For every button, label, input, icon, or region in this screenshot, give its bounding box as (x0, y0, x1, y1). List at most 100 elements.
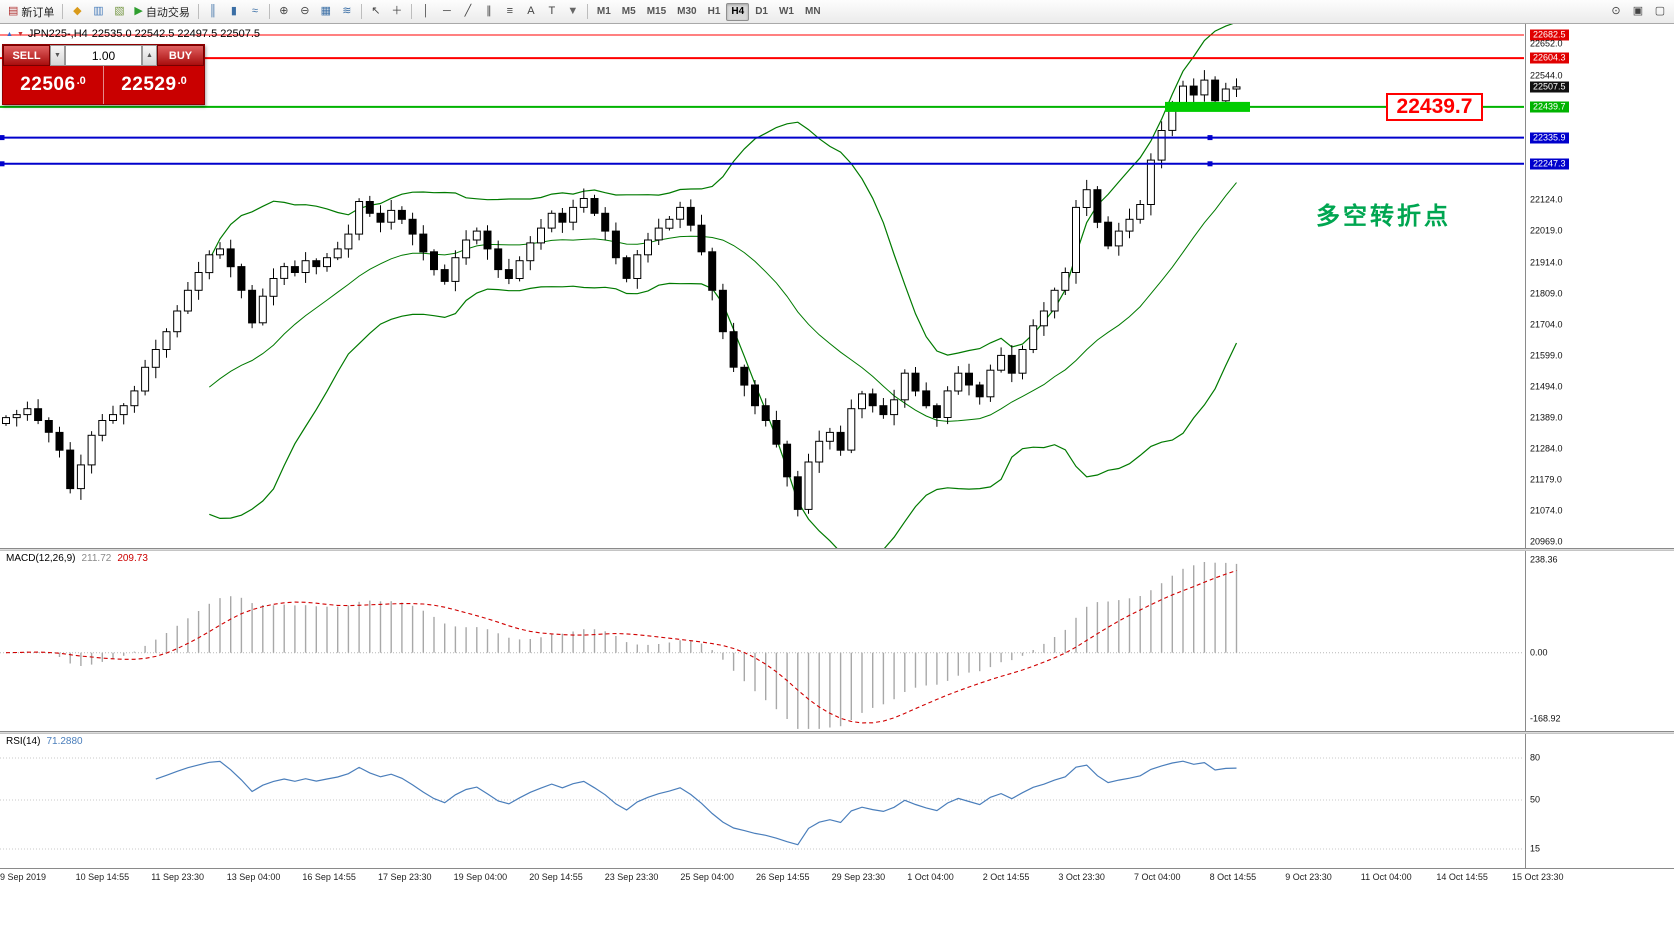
time-axis-label: 2 Oct 14:55 (982, 872, 1030, 882)
candle (676, 206, 685, 220)
time-axis-label: 29 Sep 23:30 (831, 872, 886, 882)
timeframe-h4-button[interactable]: H4 (726, 2, 750, 21)
price-axis-label: 20969.0 (1530, 536, 1563, 547)
line-handle[interactable] (1207, 135, 1213, 141)
line-handle[interactable] (1207, 161, 1213, 167)
timeframe-m15-button[interactable]: M15 (646, 6, 667, 17)
fibonacci-button[interactable]: ≡ (500, 2, 520, 22)
timeframe-mn-button[interactable]: MN (804, 6, 821, 17)
rsi-axis: 80 50 15 (1525, 734, 1674, 868)
turning-point-annotation[interactable]: 多空转折点 (1316, 203, 1451, 230)
macd-value: 211.72 (81, 553, 112, 564)
sell-price[interactable]: 22506.0 (3, 66, 103, 104)
volume-decrease-button[interactable]: ▼ (50, 45, 65, 66)
time-axis-label: 9 Sep 2019 (0, 872, 47, 882)
macd-panel-canvas[interactable] (0, 551, 1524, 731)
crosshair-button[interactable]: ＋ (387, 2, 407, 22)
candle (397, 209, 406, 220)
vertical-line-button[interactable]: │ (416, 2, 436, 22)
volume-input[interactable]: 1.00 (65, 45, 142, 66)
time-axis-label: 13 Sep 04:00 (226, 872, 281, 882)
candle (98, 420, 107, 436)
macd-axis: 238.36 0.00 -168.92 (1525, 551, 1674, 731)
sell-button[interactable]: SELL (3, 45, 50, 66)
candle (76, 464, 85, 490)
new-order-button[interactable]: ▤ 新订单 (4, 2, 58, 22)
candle (237, 266, 246, 291)
timeframe-w1-button[interactable]: W1 (778, 6, 794, 17)
price-axis-label: 21704.0 (1530, 319, 1563, 330)
horizontal-line-button[interactable]: ─ (437, 2, 457, 22)
candle (1104, 221, 1113, 247)
timeframe-m5-button[interactable]: M5 (621, 6, 636, 17)
macd-label: MACD(12,26,9) (6, 553, 76, 564)
new-chart-button[interactable]: ▢ (1650, 2, 1670, 22)
time-axis-label: 19 Sep 04:00 (453, 872, 508, 882)
indicators-button[interactable]: ≋ (337, 2, 357, 22)
candle (1072, 206, 1080, 273)
zoom-in-icon: ⊕ (279, 5, 289, 17)
support-highlight-band[interactable] (1165, 101, 1250, 112)
tile-windows-button[interactable]: ▣ (1628, 2, 1648, 22)
candle (1039, 310, 1048, 327)
candle (975, 384, 984, 398)
autotrading-button[interactable]: ▶ 自动交易 (130, 2, 193, 22)
grid-button[interactable]: ▦ (316, 2, 336, 22)
channel-button[interactable]: ∥ (479, 2, 499, 22)
timeframe-d1-button[interactable]: D1 (755, 6, 768, 17)
panel-splitter[interactable] (0, 731, 1674, 734)
candle (365, 201, 374, 214)
time-axis-label: 9 Oct 23:30 (1285, 872, 1332, 882)
text-button[interactable]: A (521, 2, 541, 22)
line-handle[interactable] (0, 135, 5, 141)
bar-chart-button[interactable]: ║ (203, 2, 223, 22)
price-callout-label[interactable]: 22439.7 (1386, 93, 1483, 121)
candle (430, 251, 438, 271)
timeframe-m1-button[interactable]: M1 (596, 6, 611, 17)
candle (34, 408, 43, 422)
buy-button[interactable]: BUY (157, 45, 204, 66)
candle (162, 331, 171, 351)
text-label-icon: A (527, 5, 535, 17)
time-axis-label: 17 Sep 23:30 (378, 872, 432, 882)
candlestick-chart-button[interactable]: ▮ (224, 2, 244, 22)
timeframe-m30-button[interactable]: M30 (677, 6, 697, 17)
candle (12, 414, 21, 419)
cursor-button[interactable]: ↖ (366, 2, 386, 22)
terminal-button[interactable]: ▧ (109, 2, 129, 22)
data-window-button[interactable]: ▥ (88, 2, 108, 22)
buy-price[interactable]: 22529.0 (103, 66, 204, 104)
candle (216, 248, 224, 256)
line-chart-button[interactable]: ≈ (245, 2, 265, 22)
volume-increase-button[interactable]: ▲ (142, 45, 157, 66)
toolbar-separator (360, 4, 362, 19)
new-order-button-label: 新订单 (21, 6, 55, 19)
zoom-in-button[interactable]: ⊕ (274, 2, 294, 22)
price-axis-label: 21074.0 (1530, 505, 1563, 516)
new-order-icon: ▤ (8, 5, 19, 17)
line-handle[interactable] (0, 161, 5, 167)
time-axis-label: 16 Sep 14:55 (302, 872, 356, 882)
candle (708, 251, 717, 291)
panel-splitter[interactable] (0, 548, 1674, 551)
candlestick-icon: ▮ (230, 5, 237, 17)
price-chart-canvas[interactable] (0, 24, 1524, 548)
trendline-button[interactable]: ╱ (458, 2, 478, 22)
candle (804, 461, 813, 510)
candle (922, 390, 931, 407)
candle (141, 366, 150, 392)
rsi-panel-canvas[interactable] (0, 734, 1524, 868)
zoom-out-button[interactable]: ⊖ (295, 2, 315, 22)
candle (323, 257, 331, 268)
candle (793, 476, 802, 510)
shapes-button[interactable]: ▼ (563, 2, 583, 22)
toolbar-separator (197, 4, 199, 19)
candle (847, 408, 856, 451)
timeframe-h1-button[interactable]: H1 (707, 6, 721, 17)
market-watch-button[interactable]: ◆ (67, 2, 87, 22)
arrows-button[interactable]: T (542, 2, 562, 22)
macd-signal-value: 209.73 (117, 553, 148, 564)
market-watch-icon: ◆ (73, 5, 82, 17)
time-axis-label: 14 Oct 14:55 (1436, 872, 1488, 882)
search-button[interactable]: ⊙ (1606, 2, 1626, 22)
